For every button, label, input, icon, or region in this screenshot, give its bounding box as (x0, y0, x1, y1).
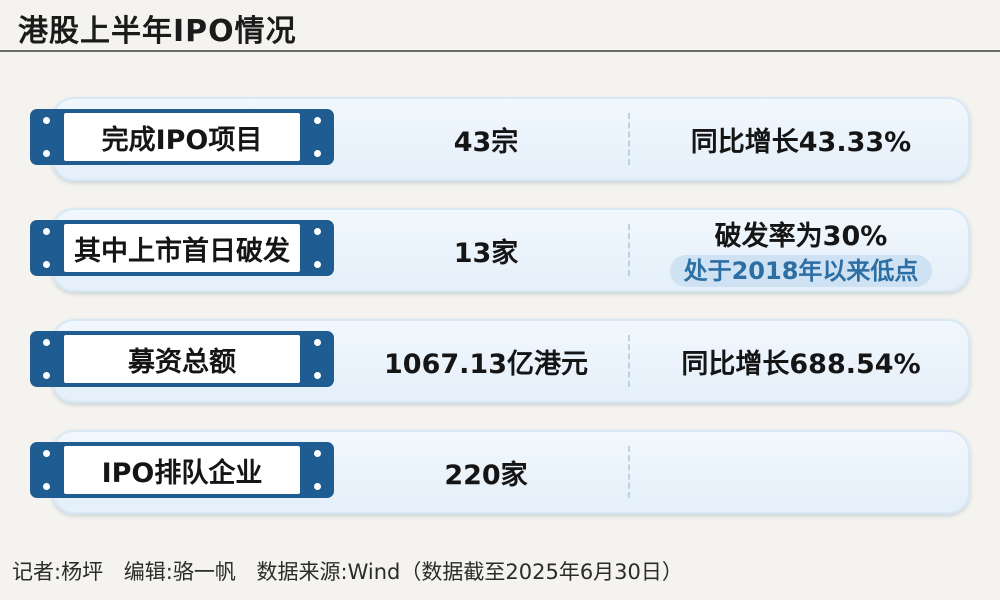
rivet-dot (314, 228, 321, 235)
page-title: 港股上半年IPO情况 (18, 14, 297, 49)
stat-note: 同比增长688.54% (632, 319, 970, 403)
stat-label: 其中上市首日破发 (64, 224, 300, 272)
stat-row-ipo-queue: IPO排队企业 220家 (30, 430, 970, 514)
rivet-dot (43, 450, 50, 457)
rivet-dot (314, 261, 321, 268)
rivet-dot (314, 483, 321, 490)
rivet-dot (43, 261, 50, 268)
dashed-divider (628, 113, 630, 165)
rivet-dot (43, 228, 50, 235)
dashed-divider (628, 446, 630, 498)
stat-label: 完成IPO项目 (64, 113, 300, 161)
title-divider (0, 50, 1000, 52)
stat-note-text: 破发率为30% (714, 220, 888, 252)
reporter-credit: 记者:杨坪 (12, 560, 104, 584)
rivet-dot (43, 483, 50, 490)
rivet-dot (43, 117, 50, 124)
stat-label: 募资总额 (64, 335, 300, 383)
stat-value: 220家 (444, 459, 528, 491)
stat-value: 1067.13亿港元 (384, 348, 588, 380)
stat-note-text: 同比增长43.33% (690, 126, 912, 158)
rivet-dot (314, 339, 321, 346)
stat-note-text: 同比增长688.54% (681, 348, 921, 380)
rivet-dot (314, 150, 321, 157)
dashed-divider (628, 224, 630, 276)
stat-row-total-funds: 募资总额 1067.13亿港元 同比增长688.54% (30, 319, 970, 403)
rivet-dot (314, 117, 321, 124)
stat-label: IPO排队企业 (64, 446, 300, 494)
stat-row-first-day-break: 其中上市首日破发 13家 破发率为30% 处于2018年以来低点 (30, 208, 970, 292)
stat-value: 43宗 (453, 126, 519, 158)
rivet-dot (314, 450, 321, 457)
highlight-pill: 处于2018年以来低点 (669, 254, 933, 287)
stat-note: 破发率为30% 处于2018年以来低点 (632, 208, 970, 292)
stat-row-completed-ipo: 完成IPO项目 43宗 同比增长43.33% (30, 97, 970, 181)
stat-value: 13家 (453, 237, 519, 269)
stat-note: 同比增长43.33% (632, 97, 970, 181)
dashed-divider (628, 335, 630, 387)
rivet-dot (43, 150, 50, 157)
rivet-dot (314, 372, 321, 379)
data-source: 数据来源:Wind（数据截至2025年6月30日） (256, 560, 683, 584)
rivet-dot (43, 339, 50, 346)
credits-footer: 记者:杨坪 编辑:骆一帆 数据来源:Wind（数据截至2025年6月30日） (12, 556, 697, 586)
editor-credit: 编辑:骆一帆 (123, 560, 236, 584)
rivet-dot (43, 372, 50, 379)
